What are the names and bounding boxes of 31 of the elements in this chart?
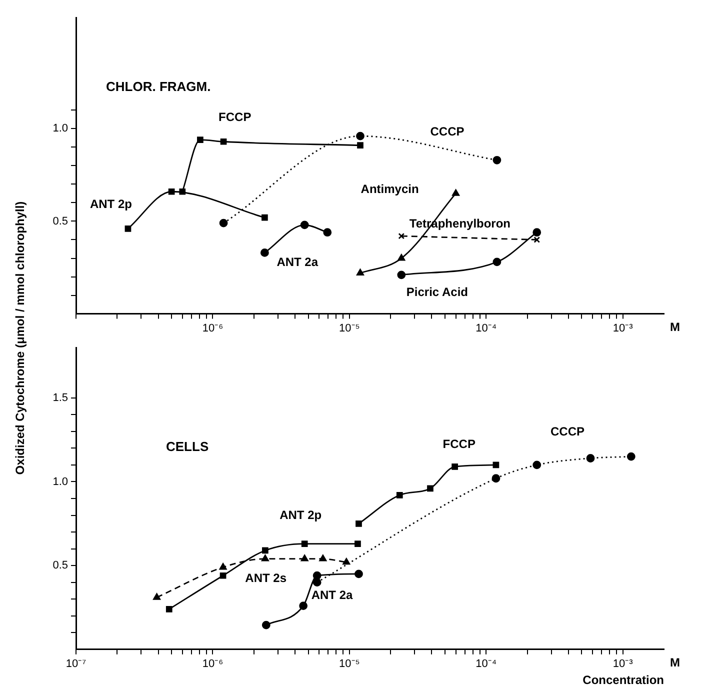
series-label: FCCP (442, 436, 476, 451)
series-label: ANT 2a (311, 588, 353, 602)
text: M (670, 320, 680, 334)
y-tick-label: 0.5 (52, 560, 68, 572)
x-tick-label: 10⁻⁵ (339, 322, 360, 334)
x-tick-label: 10⁻⁶ (202, 658, 224, 670)
x-tick-label: 10⁻³ (612, 658, 634, 670)
y-tick-label: 1.0 (52, 476, 68, 488)
text: CHLOR. FRAGM. (106, 79, 211, 94)
x-tick-label: 10⁻⁶ (202, 322, 224, 334)
y-tick-label: 1.0 (52, 122, 68, 135)
x-tick-label: 10⁻⁴ (476, 322, 497, 334)
text: M (670, 656, 680, 670)
series-label: Picric Acid (406, 285, 468, 300)
series-label: ANT 2p (280, 508, 322, 522)
series-label: FCCP (218, 110, 252, 124)
y-axis-title: Oxidized Cytochrome (μmol / mmol chlorophyll) (13, 200, 27, 477)
x-tick-label: 10⁻⁷ (66, 658, 86, 670)
y-tick-label: 1.5 (52, 392, 68, 404)
series-label: ANT 2s (245, 571, 287, 586)
y-tick-label: 0.5 (52, 215, 68, 228)
series-label: CCCP (550, 424, 585, 439)
x-tick-label: 10⁻⁵ (339, 658, 360, 670)
series-label: ANT 2p (90, 196, 132, 211)
x-tick-label: 10⁻³ (612, 322, 634, 334)
text: CELLS (166, 439, 209, 454)
series-label: CCCP (430, 124, 464, 138)
x-tick-label: 10⁻⁴ (476, 658, 497, 670)
x-axis-title: Concentration (582, 673, 664, 688)
text: Antimycin (360, 182, 419, 196)
series-label: ANT 2a (276, 255, 318, 270)
